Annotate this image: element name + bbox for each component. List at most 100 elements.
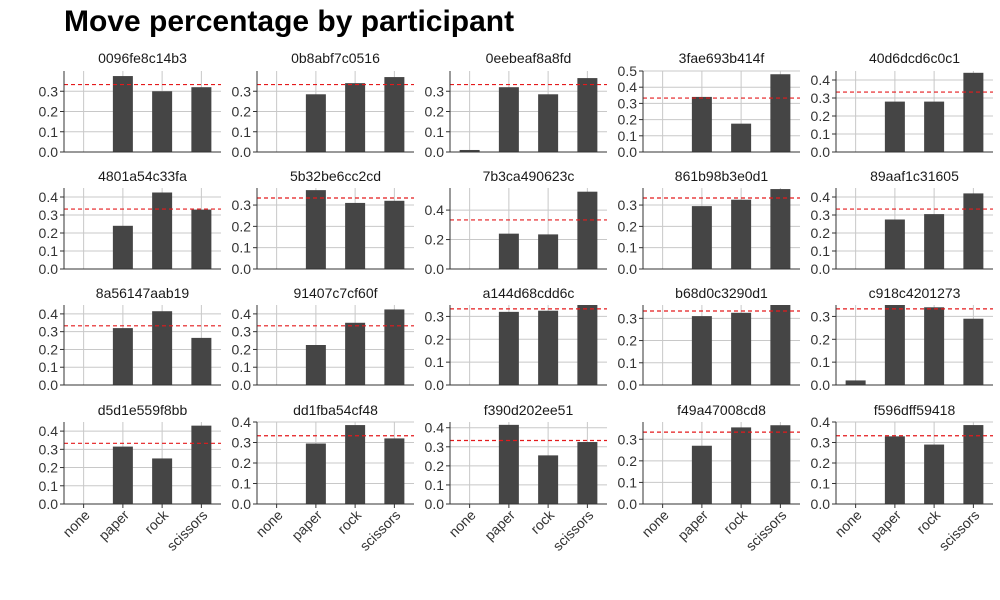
y-tick-label: 0.2 bbox=[425, 232, 445, 248]
y-tick-label: 0.1 bbox=[39, 478, 59, 494]
y-tick-label: 0.0 bbox=[811, 377, 831, 393]
bar-rock bbox=[152, 311, 173, 385]
bar-paper bbox=[498, 233, 519, 269]
facet-panel: 8a56147aab19 0.0 0.1 0.20.3 0.4 bbox=[39, 285, 221, 393]
bar-rock bbox=[152, 192, 173, 269]
x-tick-label: scissors bbox=[163, 507, 210, 554]
bar-scissors bbox=[384, 77, 405, 152]
facet-title: 0eebeaf8a8fd bbox=[486, 50, 572, 66]
y-tick-label: 0.0 bbox=[425, 261, 445, 277]
bar-rock bbox=[924, 444, 945, 504]
bar-rock bbox=[538, 94, 559, 152]
bar-scissors bbox=[384, 200, 405, 269]
y-tick-label: 0.1 bbox=[811, 243, 831, 259]
facet-title: 5b32be6cc2cd bbox=[290, 168, 381, 184]
y-tick-label: 0.2 bbox=[232, 104, 252, 120]
y-tick-label: 0.2 bbox=[232, 218, 252, 234]
y-tick-label: 0.2 bbox=[39, 460, 59, 476]
y-tick-label: 0.0 bbox=[39, 144, 59, 160]
bar-rock bbox=[152, 91, 173, 152]
bar-paper bbox=[498, 424, 519, 504]
y-tick-label: 0.0 bbox=[425, 144, 445, 160]
facet-panel: f596dff59418 0.0 0.1 0.2 0.3 0.4 none paper rock… bbox=[811, 402, 993, 554]
facet-panel: 91407c7cf60f 0.0 0.1 0.20.3 0.4 bbox=[232, 285, 414, 393]
y-tick-label: 0.2 bbox=[618, 453, 638, 469]
facet-title: 3fae693b414f bbox=[679, 50, 765, 66]
facet-title: f596dff59418 bbox=[874, 402, 956, 418]
y-tick-label: 0.4 bbox=[618, 79, 638, 95]
bar-scissors bbox=[577, 191, 598, 269]
facet-panel: 3fae693b414f 0.00.10.20.30.40.5 bbox=[618, 50, 800, 160]
x-tick-label: scissors bbox=[356, 507, 403, 554]
facet-title: 89aaf1c31605 bbox=[870, 168, 959, 184]
facet-panel: 0096fe8c14b3 0.0 0.1 0.2 0.3 bbox=[39, 50, 221, 160]
y-tick-label: 0.1 bbox=[425, 124, 445, 140]
bar-scissors bbox=[191, 87, 212, 152]
x-tick-label: paper bbox=[95, 507, 132, 544]
y-tick-label: 0.3 bbox=[618, 197, 638, 213]
y-tick-label: 0.3 bbox=[811, 207, 831, 223]
y-tick-label: 0.2 bbox=[618, 112, 638, 128]
y-tick-label: 0.3 bbox=[618, 310, 638, 326]
y-tick-label: 0.2 bbox=[811, 108, 831, 124]
y-tick-label: 0.3 bbox=[425, 83, 445, 99]
y-tick-label: 0.0 bbox=[232, 496, 252, 512]
x-tick-label: rock bbox=[334, 506, 365, 537]
bar-scissors bbox=[770, 305, 791, 385]
y-tick-label: 0.0 bbox=[232, 377, 252, 393]
bar-rock bbox=[345, 202, 366, 269]
y-tick-label: 0.0 bbox=[232, 261, 252, 277]
facet-title: 8a56147aab19 bbox=[96, 285, 190, 301]
x-tick-label: scissors bbox=[935, 507, 982, 554]
facet-panel: 5b32be6cc2cd 0.0 0.1 0.2 0.3 bbox=[232, 168, 414, 277]
bar-rock bbox=[345, 322, 366, 385]
facet-title: 0096fe8c14b3 bbox=[98, 50, 187, 66]
y-tick-label: 0.4 bbox=[39, 423, 59, 439]
facet-panel: 861b98b3e0d1 0.0 0.1 0.2 0.3 bbox=[618, 168, 800, 277]
facet-panel: 89aaf1c31605 0.0 0.1 0.2 0.3 0.4 bbox=[811, 168, 993, 277]
bar-scissors bbox=[577, 442, 598, 504]
bar-paper bbox=[498, 311, 519, 385]
bar-paper bbox=[498, 87, 519, 152]
x-tick-label: scissors bbox=[742, 507, 789, 554]
y-tick-label: 0.1 bbox=[232, 124, 252, 140]
y-tick-label: 0.0 bbox=[232, 144, 252, 160]
y-tick-label: 0.3 bbox=[39, 83, 59, 99]
y-tick-label: 0.3 bbox=[232, 197, 252, 213]
bar-paper bbox=[112, 328, 133, 385]
facet-panel: 0eebeaf8a8fd 0.0 0.1 0.2 0.3 bbox=[425, 50, 607, 160]
bar-rock bbox=[152, 458, 173, 504]
y-tick-label: 0.0 bbox=[618, 496, 638, 512]
y-tick-label: 0.2 bbox=[811, 331, 831, 347]
y-tick-label: 0.4 bbox=[425, 420, 445, 436]
y-tick-label: 0.1 bbox=[232, 476, 252, 492]
y-tick-label: 0.3 bbox=[425, 439, 445, 455]
y-tick-label: 0.4 bbox=[811, 189, 831, 205]
y-tick-label: 0.3 bbox=[811, 435, 831, 451]
y-tick-label: 0.3 bbox=[811, 308, 831, 324]
y-tick-label: 0.1 bbox=[811, 476, 831, 492]
bar-paper bbox=[305, 94, 326, 152]
y-tick-label: 0.3 bbox=[39, 324, 59, 340]
bar-rock bbox=[538, 310, 559, 385]
y-tick-label: 0.4 bbox=[39, 306, 59, 322]
bar-rock bbox=[345, 425, 366, 504]
y-tick-label: 0.2 bbox=[232, 455, 252, 471]
bar-rock bbox=[924, 214, 945, 269]
bar-none bbox=[845, 380, 866, 385]
x-tick-label: rock bbox=[527, 506, 558, 537]
y-tick-label: 0.0 bbox=[39, 496, 59, 512]
bar-rock bbox=[538, 234, 559, 269]
facet-title: c918c4201273 bbox=[869, 285, 961, 301]
y-tick-label: 0.2 bbox=[811, 225, 831, 241]
x-tick-label: scissors bbox=[549, 507, 596, 554]
y-tick-label: 0.1 bbox=[39, 124, 59, 140]
y-tick-label: 0.4 bbox=[39, 189, 59, 205]
y-tick-label: 0.3 bbox=[232, 435, 252, 451]
y-tick-label: 0.3 bbox=[618, 95, 638, 111]
y-tick-label: 0.4 bbox=[232, 414, 252, 430]
bar-scissors bbox=[577, 305, 598, 385]
y-tick-label: 0.1 bbox=[811, 126, 831, 142]
y-tick-label: 0.1 bbox=[425, 477, 445, 493]
y-tick-label: 0.1 bbox=[811, 354, 831, 370]
